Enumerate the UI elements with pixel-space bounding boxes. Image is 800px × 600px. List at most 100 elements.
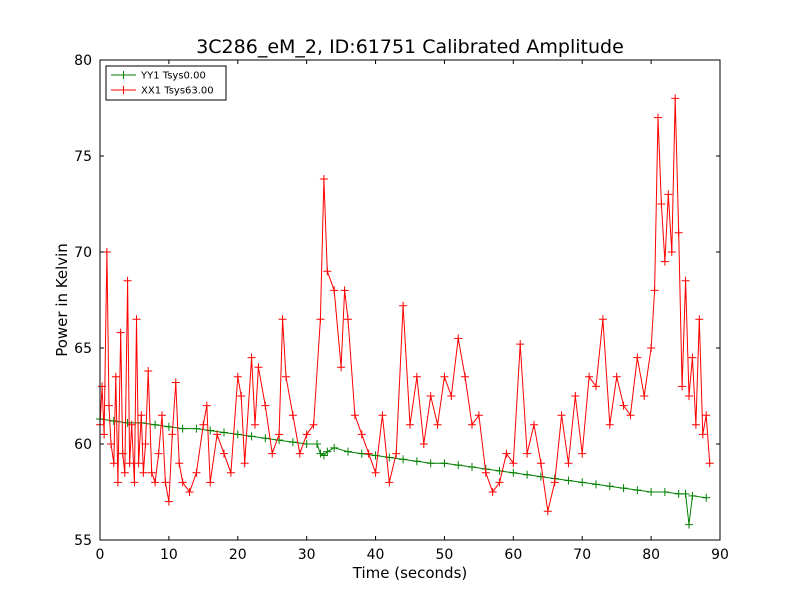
x-tick-label: 50 — [436, 547, 454, 563]
series-2-point — [399, 301, 408, 310]
series-1-point — [399, 455, 408, 464]
series-2-point — [454, 334, 463, 343]
series-2-point — [657, 200, 666, 208]
series-2-point — [571, 392, 580, 400]
series-2-point — [385, 478, 394, 487]
series-1-point — [605, 482, 614, 491]
series-2-point — [161, 478, 170, 487]
series-2-point — [107, 440, 116, 448]
x-tick-label: 0 — [96, 547, 105, 563]
x-tick-label: 80 — [642, 547, 660, 563]
x-tick-label: 30 — [298, 547, 316, 563]
series-2-point — [530, 420, 538, 429]
series-2-point — [654, 113, 662, 122]
series-2-point — [667, 248, 676, 256]
series-1-point — [633, 486, 642, 495]
series-2-point — [406, 420, 414, 429]
series-1-point — [674, 489, 683, 498]
legend-marker — [119, 86, 128, 94]
series-2-point — [164, 497, 173, 506]
series-2-point — [147, 468, 156, 477]
series-2-point — [316, 315, 325, 324]
series-2-point — [578, 449, 587, 458]
y-tick-label: 55 — [74, 533, 92, 549]
series-2-point — [132, 315, 141, 324]
series-2-point — [412, 372, 421, 381]
legend-label: XX1 Tsys63.00 — [141, 86, 214, 97]
legend-item-2: XX1 Tsys63.00 — [111, 86, 214, 97]
series-2-point — [192, 468, 201, 477]
plot-frame — [99, 59, 721, 541]
series-2-point — [419, 440, 428, 448]
series-2-point — [137, 411, 146, 420]
series-1-point — [564, 476, 573, 485]
series-2-point — [474, 411, 483, 420]
axes-layer: 0 10 20 30 40 50 60 70 80 90 55 60 65 70 75 80 — [74, 53, 729, 563]
x-tick-label: 10 — [160, 547, 178, 563]
series-2-point — [344, 315, 352, 324]
series-2-point — [516, 340, 525, 349]
series-2-point — [220, 449, 228, 458]
y-tick-label: 70 — [74, 245, 92, 261]
series-2-point — [295, 449, 304, 458]
series-2-point — [247, 353, 256, 362]
series-1-point — [660, 488, 669, 496]
x-tick-label: 70 — [573, 547, 591, 563]
series-2-point — [633, 353, 642, 362]
series-2-point — [619, 401, 628, 410]
series-2-point — [468, 420, 476, 429]
legend-marker — [119, 71, 128, 79]
series-2-point — [282, 372, 290, 381]
y-tick-label: 80 — [74, 53, 92, 69]
series-1-point — [412, 457, 421, 466]
series-2-point — [125, 459, 134, 468]
series-2-point — [340, 286, 349, 295]
series-2-point — [178, 478, 187, 487]
series-1-point — [371, 451, 380, 460]
series-1-point — [123, 418, 132, 427]
series-2-point — [626, 411, 635, 420]
series-1-point — [592, 480, 600, 489]
series-2-point — [378, 411, 387, 420]
series-1-point — [247, 432, 256, 441]
series-2-point — [502, 449, 511, 458]
series-2-point — [440, 372, 449, 381]
series-2-point — [144, 367, 153, 376]
series-2-point — [647, 344, 656, 352]
series-2-point — [488, 488, 497, 496]
series-2-point — [678, 382, 687, 391]
series-2-point — [275, 430, 284, 439]
x-tick-label: 90 — [711, 547, 729, 563]
series-2-point — [120, 468, 129, 477]
series-2-point — [481, 468, 490, 477]
series-2-point — [688, 353, 697, 362]
series-2-point — [139, 468, 148, 477]
series-2-point — [564, 459, 573, 468]
series-1-point — [647, 488, 656, 496]
series-1 — [96, 415, 711, 529]
series-2-point — [671, 94, 680, 103]
series-2-point — [302, 430, 311, 439]
series-1-point — [288, 438, 297, 447]
series-2-point — [154, 449, 163, 458]
series-2-point — [251, 420, 259, 429]
series-1-point — [688, 491, 697, 500]
series-1-point — [357, 449, 366, 458]
series-2-point — [523, 449, 532, 458]
series-1-point — [302, 440, 311, 448]
series-2-point — [660, 257, 669, 266]
legend-box — [105, 65, 227, 101]
series-2-point — [268, 449, 277, 458]
series-1-point — [151, 420, 160, 429]
series-2-point — [109, 459, 118, 468]
series-1-point — [313, 440, 321, 448]
series-1-point — [702, 493, 711, 502]
series-2-point — [536, 459, 545, 468]
series-2-point — [550, 478, 559, 487]
series-1-point — [454, 461, 463, 470]
series-2-point — [309, 420, 318, 429]
series-2 — [96, 94, 714, 516]
series-2-point — [98, 382, 107, 391]
series-2-point — [130, 478, 139, 487]
series-2-point — [495, 478, 504, 487]
